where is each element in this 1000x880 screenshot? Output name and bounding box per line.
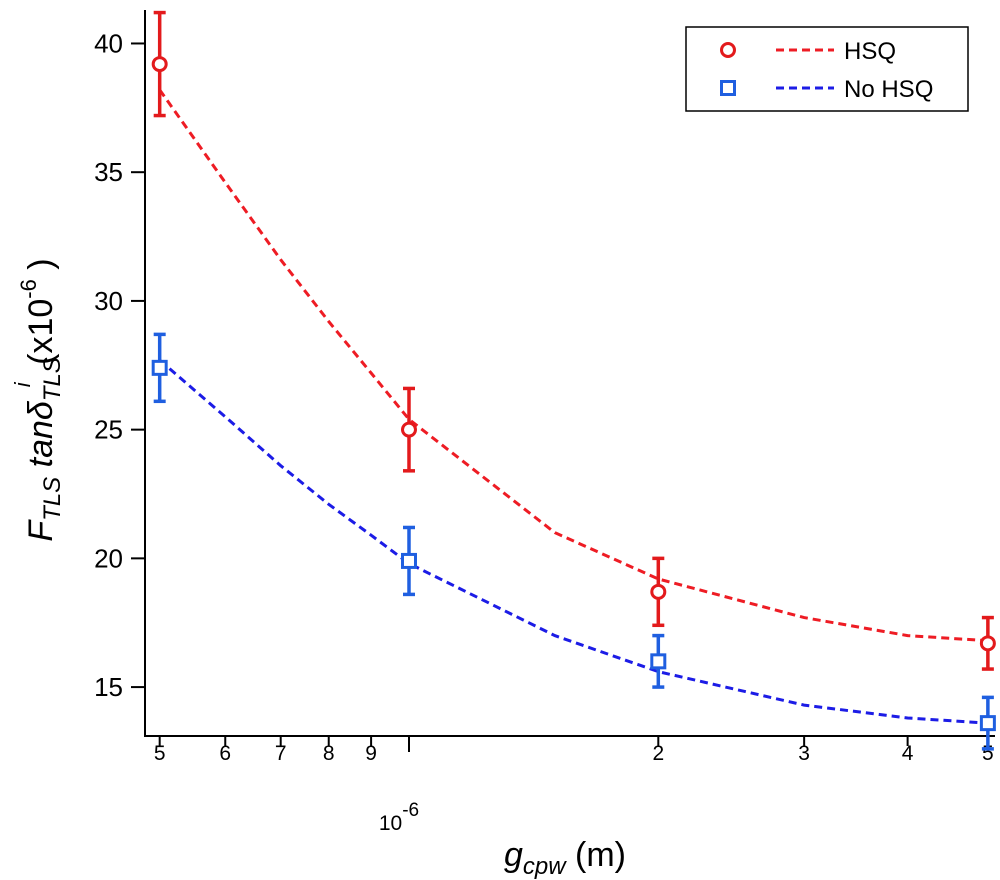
- x-tick-label: 5: [982, 742, 994, 765]
- point: [151, 359, 168, 376]
- point: [400, 552, 417, 569]
- y-axis-label: FTLS tanδTLSi (x10-6 ): [10, 258, 66, 541]
- y-tick-label: 30: [94, 286, 123, 316]
- x-tick-label-base: 10: [379, 812, 402, 835]
- y-tick-label: 25: [94, 415, 123, 445]
- fit-line: [158, 358, 988, 725]
- x-tick-label: 5: [154, 742, 166, 765]
- legend-marker: [720, 80, 736, 96]
- y-tick-label: 15: [94, 672, 123, 702]
- x-tick-label: 9: [365, 742, 377, 765]
- y-tick-label: 35: [94, 157, 123, 187]
- x-label-part: g: [504, 836, 523, 874]
- legend-marker: [720, 42, 736, 58]
- y-label-part: i: [10, 381, 35, 387]
- y-tick-label: 20: [94, 543, 123, 573]
- legend-label: No HSQ: [844, 76, 933, 103]
- y-label-part: F: [22, 519, 60, 542]
- legend-box: [685, 26, 969, 112]
- y-label-part: (x10: [22, 299, 60, 375]
- y-label-part: ): [22, 258, 60, 279]
- y-label-part: -6: [16, 279, 41, 299]
- legend-label: HSQ: [844, 38, 896, 65]
- x-tick-label: 10-6: [379, 800, 419, 835]
- point: [400, 421, 417, 438]
- y-tick-label: 40: [94, 28, 123, 58]
- x-tick-label: 3: [798, 742, 810, 765]
- point: [979, 635, 996, 652]
- x-axis-label: gcpw (m): [504, 836, 626, 880]
- x-label-part: cpw: [523, 853, 567, 880]
- y-label-part: TLS: [39, 477, 66, 521]
- point: [650, 653, 667, 670]
- x-tick-label: 4: [902, 742, 914, 765]
- x-tick-label: 2: [652, 742, 664, 765]
- y-label-part: TLS: [39, 357, 66, 401]
- point: [979, 715, 996, 732]
- x-tick-label: 8: [323, 742, 335, 765]
- x-tick-label: 7: [275, 742, 287, 765]
- fit-line: [158, 88, 988, 643]
- x-label-part: (m): [566, 836, 626, 874]
- point: [650, 583, 667, 600]
- y-label-part: tanδ: [22, 400, 60, 477]
- point: [151, 56, 168, 73]
- x-tick-label: 6: [219, 742, 231, 765]
- x-tick-label-exponent: -6: [402, 800, 419, 821]
